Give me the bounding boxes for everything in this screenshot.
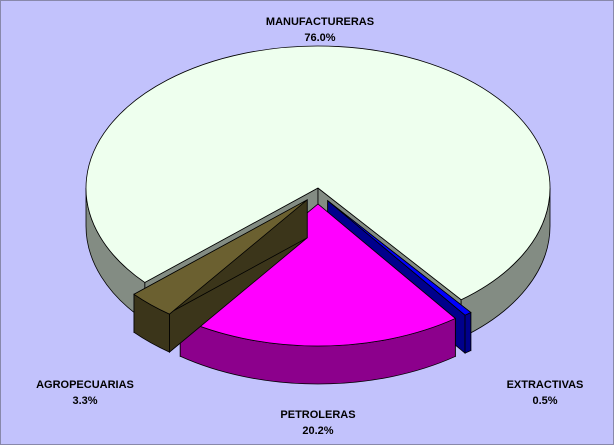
slice-label: MANUFACTURERAS: [266, 16, 374, 28]
slice-label: EXTRACTIVAS: [507, 379, 584, 391]
slice-top: [85, 45, 551, 301]
slice-label: AGROPECUARIAS: [36, 379, 134, 391]
slice-wall: [464, 311, 472, 354]
slice-label: PETROLERAS: [280, 409, 355, 421]
slice-value-label: 3.3%: [72, 395, 97, 407]
slice-top: [133, 199, 308, 315]
slice-value-label: 20.2%: [302, 425, 333, 437]
slice-value-label: 76.0%: [304, 32, 335, 44]
slice-value-label: 0.5%: [532, 395, 557, 407]
slice-top: [179, 203, 457, 347]
slice-top: [327, 200, 472, 316]
